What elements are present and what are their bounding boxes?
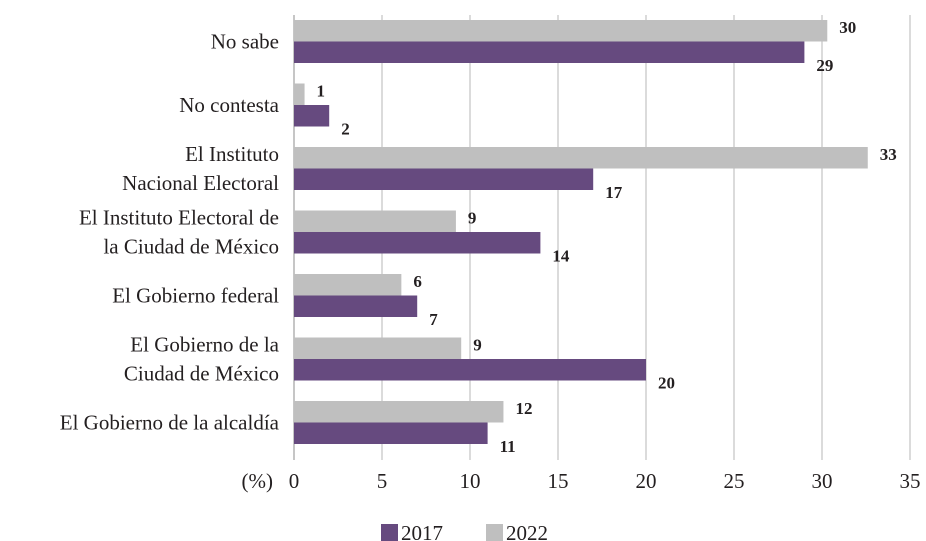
category-label: Nacional Electoral xyxy=(122,171,279,195)
x-tick-label: 15 xyxy=(548,469,569,493)
bar-2022 xyxy=(294,401,504,423)
x-tick-label: 20 xyxy=(636,469,657,493)
legend-label-2022: 2022 xyxy=(506,521,548,541)
x-axis-unit-label: (%) xyxy=(242,469,273,493)
value-label-2022: 9 xyxy=(473,336,482,355)
x-tick-label: 0 xyxy=(289,469,300,493)
value-label-2022: 6 xyxy=(413,272,422,291)
category-label: El Instituto Electoral de xyxy=(79,206,279,230)
bar-2017 xyxy=(294,295,418,317)
legend-swatch-2017 xyxy=(381,524,398,541)
category-label: El Gobierno federal xyxy=(112,284,279,308)
legend-label-2017: 2017 xyxy=(401,521,443,541)
value-label-2022: 30 xyxy=(839,18,856,37)
value-labels: 30 29 12 33 17 9 14 67 9 20 12 11 xyxy=(317,18,897,456)
value-label-2022: 33 xyxy=(880,145,897,164)
bar-2022 xyxy=(294,337,462,359)
x-axis-ticks: (%) 0 5 10 15 20 25 30 35 xyxy=(242,469,921,493)
category-label: Ciudad de México xyxy=(124,362,279,386)
x-tick-label: 10 xyxy=(460,469,481,493)
x-tick-label: 35 xyxy=(900,469,921,493)
bar-2022 xyxy=(294,147,868,169)
x-tick-label: 25 xyxy=(724,469,745,493)
bars xyxy=(294,20,868,444)
bar-2017 xyxy=(294,168,594,190)
bar-2022 xyxy=(294,83,305,105)
value-label-2022: 9 xyxy=(468,209,477,228)
category-label: No sabe xyxy=(211,30,279,54)
value-label-2022: 12 xyxy=(515,399,532,418)
category-label: El Gobierno de la alcaldía xyxy=(60,411,280,435)
category-labels: No sabe No contesta El Instituto Nacional E… xyxy=(60,30,280,435)
bar-2022 xyxy=(294,210,456,232)
bar-2022 xyxy=(294,20,828,42)
bar-2017 xyxy=(294,41,805,63)
category-label: la Ciudad de México xyxy=(103,235,279,259)
value-label-2017: 14 xyxy=(552,247,570,266)
x-tick-label: 5 xyxy=(377,469,388,493)
bar-2017 xyxy=(294,422,488,444)
legend: 2017 2022 xyxy=(381,521,548,541)
value-label-2017: 7 xyxy=(429,310,438,329)
category-label: No contesta xyxy=(179,93,279,117)
value-label-2017: 17 xyxy=(605,183,623,202)
x-tick-label: 30 xyxy=(812,469,833,493)
bar-2017 xyxy=(294,359,646,381)
legend-swatch-2022 xyxy=(486,524,503,541)
value-label-2017: 20 xyxy=(658,374,675,393)
bar-2022 xyxy=(294,274,402,296)
bar-2017 xyxy=(294,232,541,254)
value-label-2017: 2 xyxy=(341,120,350,139)
category-label: El Instituto xyxy=(185,142,279,166)
category-label: El Gobierno de la xyxy=(130,333,279,357)
value-label-2022: 1 xyxy=(317,82,326,101)
value-label-2017: 29 xyxy=(816,56,833,75)
bar-2017 xyxy=(294,105,330,127)
value-label-2017: 11 xyxy=(500,437,516,456)
